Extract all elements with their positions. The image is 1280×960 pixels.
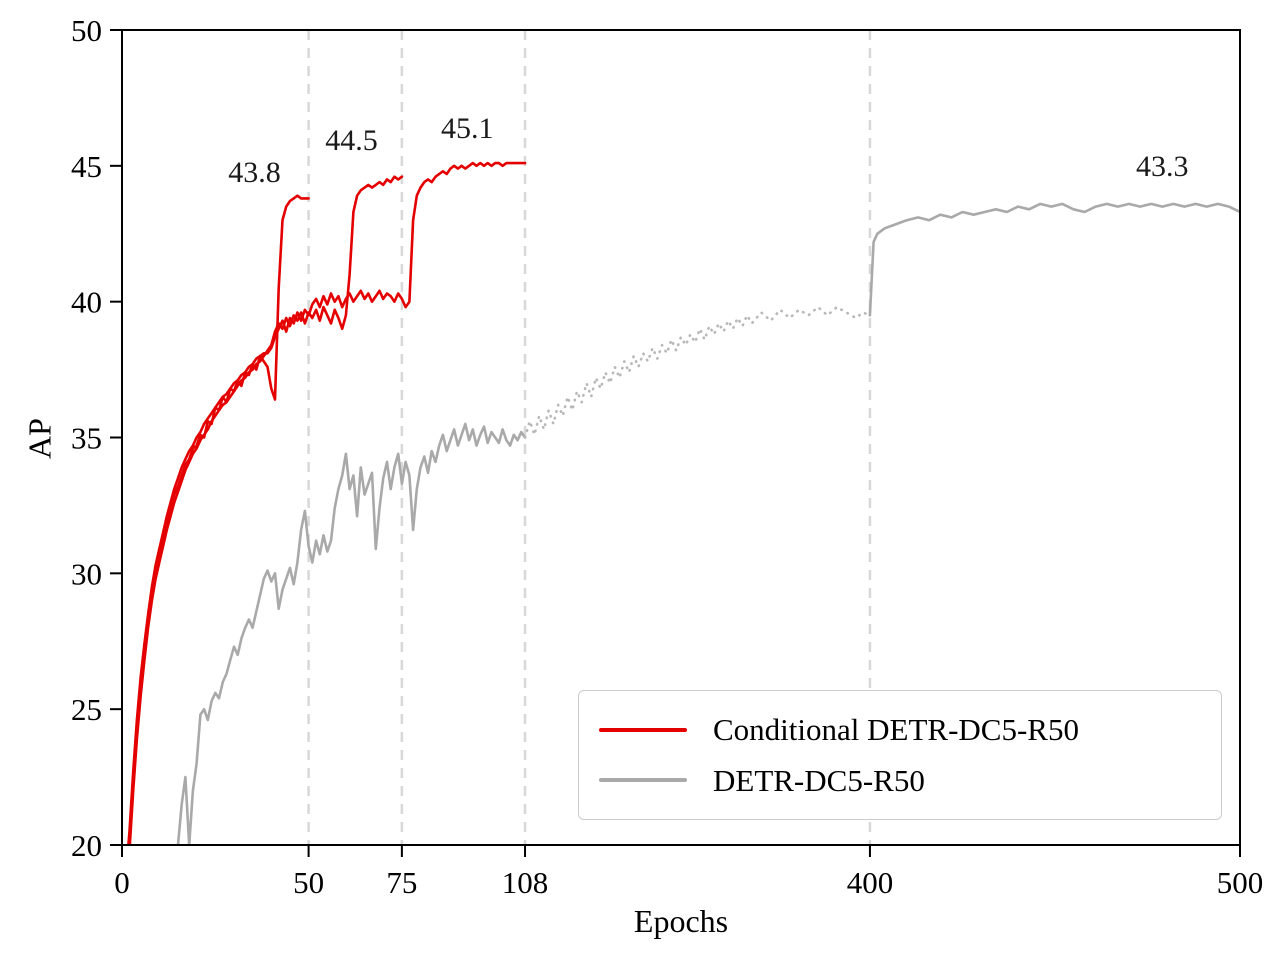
legend-line-gray [599,778,687,783]
y-tick-label-25: 25 [71,692,102,727]
legend-line-red [599,727,687,732]
x-tick-label-400: 400 [847,865,894,900]
series-conditional-detr-run-75ep [128,175,404,845]
y-tick-label-35: 35 [71,421,102,456]
y-tick-label-20: 20 [71,828,102,863]
series-conditional-detr-run-108ep [127,161,527,845]
series-conditional-detr-run-50ep [127,194,310,845]
x-axis-label: Epochs [633,903,729,939]
x-tick-label-75: 75 [386,865,417,900]
legend-entry-detr: DETR-DC5-R50 [599,765,1221,796]
annotation-45-1: 45.1 [440,112,494,146]
series-detr-solid-0-108 [176,422,527,845]
series-detr-solid-400-500 [868,202,1240,317]
x-tick-label-500: 500 [1217,865,1264,900]
legend-label-detr: DETR-DC5-R50 [713,762,925,798]
annotation-44-5: 44.5 [325,124,378,158]
y-tick-label-40: 40 [71,285,102,320]
legend: Conditional DETR-DC5-R50 DETR-DC5-R50 [578,690,1222,820]
legend-label-conditional-detr: Conditional DETR-DC5-R50 [713,712,1079,748]
annotation-43-8: 43.8 [228,155,281,189]
x-tick-label-50: 50 [293,865,324,900]
y-tick-label-30: 30 [71,556,102,591]
y-tick-label-45: 45 [71,149,102,184]
legend-entry-conditional-detr: Conditional DETR-DC5-R50 [599,714,1221,745]
x-tick-label-0: 0 [114,865,130,900]
x-tick-label-108: 108 [502,865,549,900]
y-tick-label-50: 50 [71,13,102,48]
annotation-43-3: 43.3 [1136,150,1189,184]
series-detr-dotted-108-400 [523,305,872,439]
y-axis-label: AP [21,418,58,459]
